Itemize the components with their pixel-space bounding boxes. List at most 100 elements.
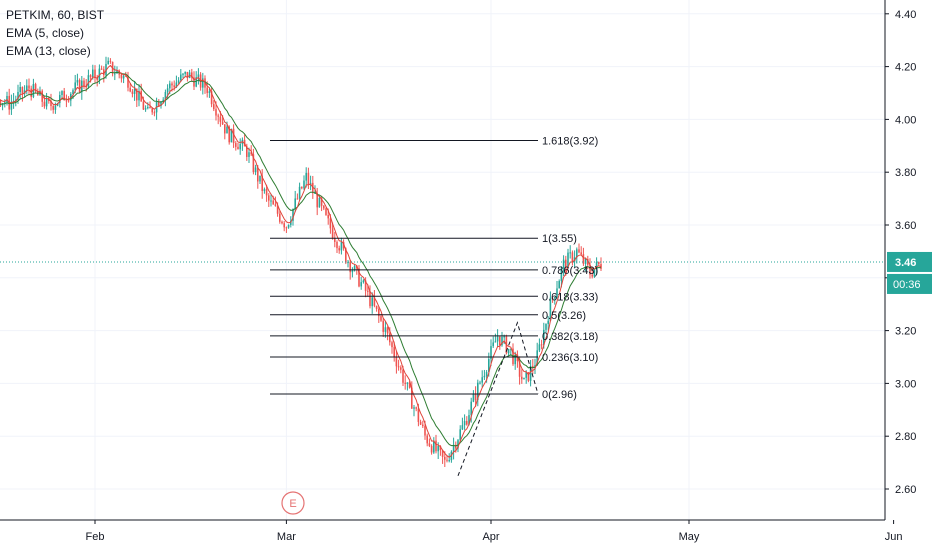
candle-body: [503, 336, 505, 338]
candle-body: [461, 425, 464, 430]
candle-body: [589, 264, 591, 275]
time-tick-label: Jun: [885, 531, 903, 543]
candle-body: [237, 146, 239, 150]
candle-body: [580, 252, 582, 255]
candle-body: [408, 382, 411, 388]
candle-body: [501, 336, 503, 346]
candle-body: [272, 200, 274, 205]
candle-body: [567, 252, 569, 269]
candle-body: [448, 460, 450, 462]
candle-body: [562, 259, 565, 269]
candle-body: [294, 198, 296, 209]
symbol-title[interactable]: PETKIM, 60, BIST: [6, 8, 105, 22]
ema-fast-legend[interactable]: EMA (5, close): [6, 26, 85, 40]
fib-level-label: 0.786(3.43): [542, 265, 598, 277]
candle-body: [329, 218, 332, 229]
ema-slow-legend[interactable]: EMA (13, close): [6, 44, 91, 58]
candle-body: [584, 259, 587, 264]
candle-body: [518, 361, 521, 377]
candle-body: [171, 83, 173, 86]
candle-body: [422, 424, 424, 427]
candle-body: [479, 382, 481, 384]
candle-body: [309, 182, 312, 185]
candle-body: [221, 121, 224, 125]
candle-body: [120, 74, 123, 79]
candle-body: [556, 288, 558, 298]
candle-body: [92, 69, 94, 77]
countdown-tag: [887, 273, 932, 294]
candle-body: [12, 100, 15, 102]
candle-body: [250, 152, 252, 155]
candle-body: [525, 372, 527, 378]
candle-body: [347, 262, 349, 264]
candle-body: [151, 108, 153, 113]
candle-body: [571, 252, 574, 262]
candle-body: [499, 336, 501, 346]
candle-body: [0, 99, 2, 106]
candle-body: [28, 85, 30, 89]
candle-body: [430, 445, 433, 453]
candle-body: [578, 249, 580, 253]
candle-body: [419, 421, 422, 425]
candle-body: [186, 71, 189, 78]
candle-body: [34, 84, 37, 92]
candle-body: [228, 126, 230, 143]
candle-body: [107, 60, 109, 65]
candle-body: [303, 180, 305, 189]
candle-body: [496, 336, 499, 342]
chart-legend: PETKIM, 60, BIST EMA (5, close) EMA (13,…: [6, 6, 104, 60]
candle-body: [543, 329, 545, 345]
candle-body: [415, 407, 417, 409]
fib-trend-line: [457, 321, 539, 476]
candle-body: [483, 375, 486, 378]
candle-body: [389, 333, 391, 343]
candle-body: [15, 99, 17, 101]
candle-body: [19, 86, 21, 92]
candle-body: [78, 80, 81, 93]
candle-body: [142, 101, 145, 110]
candle-body: [397, 366, 400, 368]
candle-body: [144, 108, 147, 110]
candle-body: [349, 262, 351, 273]
candle-body: [494, 341, 497, 343]
candle-body: [235, 143, 237, 147]
candle-body: [551, 297, 554, 299]
candle-body: [191, 72, 193, 78]
candle-body: [96, 78, 98, 80]
candle-body: [140, 91, 142, 102]
candle-body: [527, 372, 530, 381]
candle-body: [323, 205, 325, 209]
candle-body: [560, 268, 563, 282]
candle-body: [298, 186, 301, 199]
candle-body: [122, 75, 125, 79]
candle-body: [263, 189, 266, 191]
candle-body: [83, 80, 85, 87]
fib-level-label: 0.618(3.33): [542, 291, 598, 303]
candle-body: [52, 106, 54, 110]
candle-body: [72, 90, 74, 94]
candle-body: [406, 382, 409, 384]
candle-body: [470, 401, 472, 416]
candle-body: [529, 365, 532, 381]
candle-body: [351, 270, 354, 273]
candle-body: [338, 248, 340, 251]
candle-body: [265, 189, 268, 196]
candle-body: [413, 407, 415, 409]
candle-body: [261, 175, 263, 191]
earnings-marker: [281, 491, 305, 515]
candle-body: [316, 192, 318, 208]
candle-body: [587, 259, 589, 265]
candle-body: [54, 105, 57, 110]
candle-body: [67, 100, 70, 102]
candle-body: [382, 320, 384, 332]
candle-body: [327, 214, 329, 219]
candle-body: [164, 92, 167, 100]
candle-body: [523, 377, 525, 380]
candle-body: [521, 376, 523, 380]
candle-body: [320, 197, 323, 206]
price-tick-label: 4.00: [895, 114, 916, 126]
candle-body: [472, 393, 475, 402]
candle-body: [375, 305, 378, 309]
price-tick-label: 3.00: [895, 378, 916, 390]
